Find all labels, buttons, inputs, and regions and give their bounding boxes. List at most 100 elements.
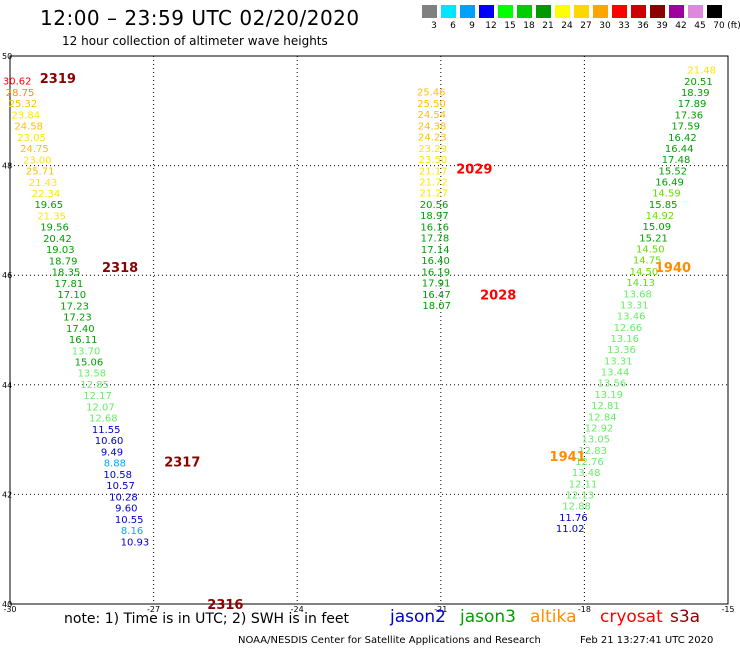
swh-data-label: 12.84 (588, 412, 617, 423)
swh-data-label: 12.68 (89, 414, 118, 425)
scale-swatch (574, 5, 589, 18)
scale-swatch (688, 5, 703, 18)
swh-data-label: 23.05 (17, 133, 46, 144)
x-tick-label: -27 (147, 605, 160, 614)
scale-swatch (555, 5, 570, 18)
swh-data-label: 24.58 (14, 122, 43, 133)
swh-data-label: 17.36 (675, 110, 704, 121)
swh-data-label: 10.58 (103, 470, 132, 481)
swh-data-label: 17.10 (57, 290, 86, 301)
x-tick-label: -30 (3, 605, 16, 614)
swh-data-label: 17.59 (671, 122, 700, 133)
swh-data-label: 13.36 (607, 345, 636, 356)
satellite-legend-item: jason2 (390, 607, 446, 627)
scale-swatch (422, 5, 437, 18)
swh-data-label: 16.11 (69, 335, 98, 346)
scale-swatch (612, 5, 627, 18)
swh-data-label: 30.62 (3, 77, 32, 88)
swh-data-label: 16.19 (422, 267, 451, 278)
x-tick-label: -24 (291, 605, 304, 614)
swh-data-label: 13.70 (72, 346, 101, 357)
swh-data-label: 12.13 (565, 491, 594, 502)
swh-data-label: 25.46 (417, 88, 446, 99)
swh-data-label: 13.19 (594, 390, 623, 401)
y-tick-label: 48 (2, 162, 12, 171)
swh-data-label: 12.83 (578, 446, 607, 457)
swh-data-label: 15.21 (639, 233, 668, 244)
swh-data-label: 21.27 (419, 189, 448, 200)
satellite-legend-item: s3a (670, 607, 701, 627)
swh-data-label: 10.57 (106, 481, 135, 492)
y-tick-label: 40 (2, 600, 12, 609)
swh-data-label: 15.52 (658, 166, 687, 177)
swh-data-label: 10.60 (95, 436, 124, 447)
swh-data-label: 15.06 (75, 358, 104, 369)
swh-data-label: 21.35 (37, 211, 66, 222)
swh-data-label: 23.50 (419, 155, 448, 166)
scale-label: 27 (580, 21, 592, 31)
footer-timestamp: Feb 21 13:27:41 UTC 2020 (580, 635, 714, 646)
swh-data-label: 12.81 (591, 401, 620, 412)
swh-data-label: 10.28 (109, 492, 138, 503)
pass-time-label: 2028 (480, 288, 516, 303)
scale-label: 45 (694, 21, 706, 31)
y-tick-label: 50 (2, 52, 12, 61)
swh-data-label: 28.75 (6, 88, 35, 99)
swh-data-label: 20.56 (420, 200, 449, 211)
swh-data-label: 23.00 (23, 155, 52, 166)
scale-swatch (650, 5, 665, 18)
swh-data-label: 17.23 (63, 313, 92, 324)
swh-data-label: 22.34 (32, 189, 61, 200)
satellite-legend-item: cryosat (600, 607, 663, 627)
swh-data-label: 12.88 (562, 502, 591, 513)
x-tick-label: -21 (434, 605, 447, 614)
swh-data-label: 17.14 (421, 245, 450, 256)
swh-data-label: 16.40 (421, 256, 450, 267)
scale-label: 33 (618, 21, 630, 31)
scale-swatch (536, 5, 551, 18)
scale-swatch (460, 5, 475, 18)
scale-swatch (669, 5, 684, 18)
swh-data-label: 17.89 (678, 99, 707, 110)
swh-data-label: 13.05 (582, 435, 611, 446)
pass-time-label: 2318 (102, 261, 138, 276)
pass-time-label: 2316 (207, 598, 243, 613)
swh-data-label: 10.55 (115, 515, 144, 526)
y-tick-label: 44 (2, 381, 12, 390)
swh-data-label: 14.50 (636, 245, 665, 256)
scale-swatch (707, 5, 722, 18)
swh-data-label: 18.07 (422, 301, 451, 312)
swh-data-label: 16.16 (420, 222, 449, 233)
swh-data-label: 17.78 (421, 234, 450, 245)
swh-data-label: 21.17 (419, 166, 448, 177)
swh-data-label: 19.65 (34, 200, 63, 211)
scale-label: 36 (637, 21, 649, 31)
swh-data-label: 13.58 (78, 369, 107, 380)
swh-data-label: 11.02 (556, 524, 585, 535)
y-tick-label: 46 (2, 271, 12, 280)
swh-data-label: 24.75 (20, 144, 49, 155)
plot-frame (9, 55, 729, 605)
swh-data-label: 11.55 (92, 425, 121, 436)
swh-data-label: 20.42 (43, 234, 72, 245)
swh-data-label: 9.60 (115, 504, 137, 515)
swh-data-label: 10.93 (121, 537, 150, 548)
swh-data-label: 24.23 (418, 133, 447, 144)
swh-data-label: 19.03 (46, 245, 75, 256)
swh-data-label: 12.66 (614, 323, 643, 334)
swh-data-label: 13.68 (623, 289, 652, 300)
swh-data-label: 13.44 (601, 368, 630, 379)
pass-time-label: 1940 (655, 261, 691, 276)
swh-data-label: 12.92 (585, 423, 614, 434)
x-tick-label: -15 (721, 605, 734, 614)
swh-data-label: 12.07 (86, 402, 115, 413)
swh-data-label: 9.49 (101, 447, 123, 458)
page-title: 12:00 – 23:59 UTC 02/20/2020 (40, 6, 360, 30)
scale-swatch (479, 5, 494, 18)
x-tick-label: -18 (578, 605, 591, 614)
swh-data-label: 24.38 (418, 121, 447, 132)
scale-swatch (631, 5, 646, 18)
swh-data-label: 18.97 (420, 211, 449, 222)
pass-time-label: 2317 (164, 456, 200, 471)
